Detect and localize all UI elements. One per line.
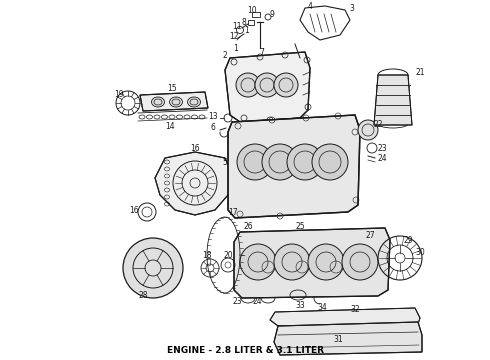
Polygon shape	[225, 52, 310, 122]
Text: 34: 34	[317, 303, 327, 312]
Text: 21: 21	[415, 68, 425, 77]
Bar	[252, 12, 260, 17]
Text: 17: 17	[228, 207, 238, 216]
Text: 31: 31	[333, 336, 343, 345]
Text: 15: 15	[167, 84, 177, 93]
Text: 25: 25	[295, 221, 305, 230]
Circle shape	[358, 120, 378, 140]
Text: 24: 24	[252, 297, 262, 306]
Text: 23: 23	[377, 144, 387, 153]
Text: 1: 1	[245, 26, 249, 35]
Text: 3: 3	[349, 4, 354, 13]
Circle shape	[255, 73, 279, 97]
Text: 6: 6	[211, 122, 216, 131]
Text: 19: 19	[114, 90, 124, 99]
Polygon shape	[140, 92, 208, 111]
Text: 20: 20	[223, 251, 233, 260]
Circle shape	[123, 238, 183, 298]
Circle shape	[312, 144, 348, 180]
Text: 30: 30	[415, 248, 425, 257]
Circle shape	[274, 73, 298, 97]
Circle shape	[236, 73, 260, 97]
Text: 12: 12	[229, 32, 239, 41]
Polygon shape	[374, 75, 412, 125]
Circle shape	[237, 144, 273, 180]
Text: 7: 7	[260, 48, 265, 57]
Text: 9: 9	[270, 9, 274, 18]
Circle shape	[342, 244, 378, 280]
Text: 11: 11	[232, 22, 242, 31]
Ellipse shape	[151, 97, 165, 107]
Circle shape	[274, 244, 310, 280]
Text: 33: 33	[295, 302, 305, 310]
Text: 13: 13	[208, 112, 218, 121]
Text: 26: 26	[243, 221, 253, 230]
Circle shape	[262, 144, 298, 180]
Text: 5: 5	[222, 158, 227, 166]
Text: ENGINE - 2.8 LITER & 3.1 LITER: ENGINE - 2.8 LITER & 3.1 LITER	[167, 346, 323, 355]
Text: 24: 24	[377, 153, 387, 162]
Text: 10: 10	[247, 5, 257, 14]
Polygon shape	[270, 308, 420, 326]
Text: 8: 8	[242, 18, 246, 27]
Text: 23: 23	[232, 297, 242, 306]
Text: 22: 22	[373, 120, 383, 129]
Text: 16: 16	[190, 144, 200, 153]
Text: 4: 4	[308, 1, 313, 10]
Circle shape	[287, 144, 323, 180]
Text: 14: 14	[165, 122, 175, 131]
Polygon shape	[234, 228, 390, 298]
Polygon shape	[228, 115, 360, 218]
Text: 2: 2	[222, 50, 227, 59]
Text: 18: 18	[202, 251, 212, 260]
Polygon shape	[274, 322, 422, 355]
Polygon shape	[155, 152, 232, 215]
Text: 27: 27	[365, 230, 375, 239]
Ellipse shape	[170, 97, 182, 107]
Ellipse shape	[188, 97, 200, 107]
Circle shape	[308, 244, 344, 280]
Circle shape	[240, 244, 276, 280]
Text: 16: 16	[129, 206, 139, 215]
Text: 32: 32	[350, 305, 360, 314]
Text: 28: 28	[138, 292, 148, 301]
Bar	[248, 20, 254, 25]
Text: 29: 29	[403, 235, 413, 244]
Text: 1: 1	[234, 44, 238, 53]
